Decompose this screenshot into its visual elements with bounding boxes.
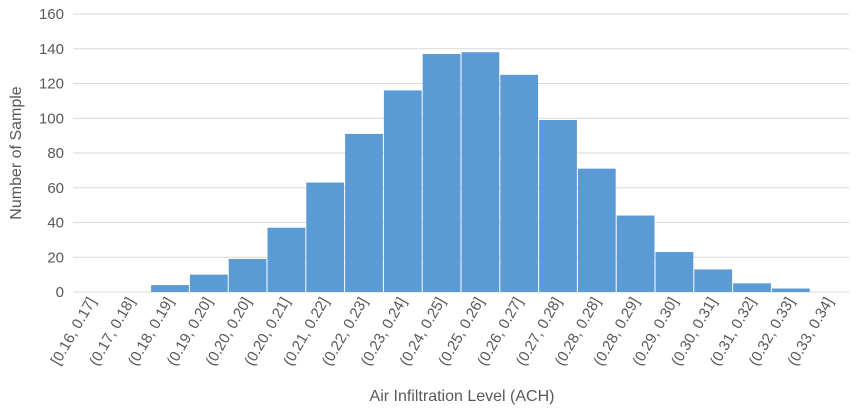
bar <box>694 269 733 292</box>
bar <box>771 288 810 292</box>
gridlines <box>73 13 849 293</box>
y-tick-label: 140 <box>39 41 64 58</box>
bar <box>422 53 461 293</box>
bar <box>306 182 345 292</box>
bar <box>577 168 616 292</box>
bar <box>383 90 422 292</box>
x-axis-ticks: [0.16, 0.17](0.17, 0.18](0.18, 0.19](0.1… <box>48 294 837 368</box>
y-tick-label: 80 <box>47 145 64 162</box>
bar <box>733 283 771 292</box>
bar <box>345 133 383 292</box>
bar <box>500 74 539 292</box>
bar <box>461 52 500 292</box>
y-tick-label: 100 <box>39 110 64 127</box>
y-tick-label: 60 <box>47 180 64 197</box>
y-tick-label: 20 <box>47 249 64 266</box>
bar <box>189 274 228 292</box>
bar <box>267 227 306 292</box>
y-tick-label: 0 <box>56 284 64 301</box>
y-tick-label: 160 <box>39 6 64 23</box>
bars <box>151 52 810 293</box>
bar <box>655 252 694 292</box>
y-tick-label: 40 <box>47 215 64 232</box>
bar <box>616 215 655 292</box>
bar <box>539 119 577 292</box>
bar <box>228 258 267 292</box>
bar <box>151 285 189 292</box>
y-axis-title: Number of Sample <box>8 86 25 219</box>
x-axis-title: Air Infiltration Level (ACH) <box>370 388 555 405</box>
y-axis-ticks: 0 20 40 60 80 100 120 140 160 <box>39 6 64 301</box>
y-tick-label: 120 <box>39 76 64 93</box>
